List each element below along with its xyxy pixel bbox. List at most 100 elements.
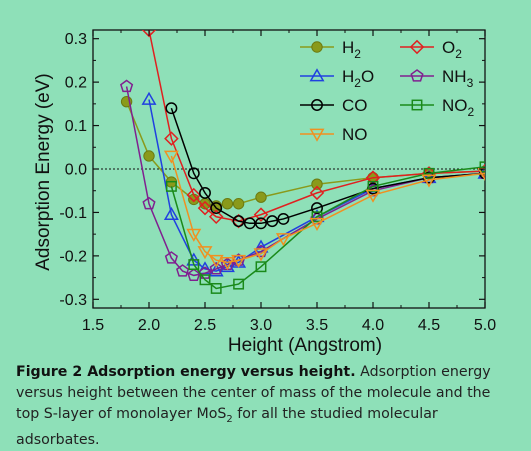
- y-tick-label: 0.0: [65, 162, 87, 179]
- data-point-no: [477, 167, 485, 182]
- x-tick-label: 2.0: [138, 317, 160, 334]
- data-point-h2o: [163, 206, 179, 221]
- data-point-o2: [253, 207, 269, 222]
- legend: H2 O2 H2O NH3 CO NO2 NO: [300, 38, 475, 144]
- y-tick-label: 0.1: [65, 118, 87, 135]
- data-point-h2: [221, 198, 234, 210]
- data-point-no2: [233, 278, 245, 290]
- data-point-co: [165, 102, 178, 115]
- legend-label: H2: [342, 38, 361, 61]
- legend-marker: [311, 99, 323, 111]
- data-point-no: [197, 246, 213, 260]
- x-tick-label: 1.5: [82, 317, 104, 334]
- data-point-no: [231, 254, 247, 268]
- legend-item-o2: O2: [400, 38, 462, 61]
- data-point-no: [208, 254, 224, 268]
- data-point-h2: [255, 191, 267, 203]
- data-point-nh3: [142, 196, 156, 210]
- data-point-no: [309, 217, 325, 232]
- legend-marker: [309, 128, 325, 142]
- legend-item-h2o: H2O: [300, 67, 374, 90]
- data-point-co: [277, 213, 290, 225]
- data-point-no: [186, 228, 202, 242]
- data-point-no: [219, 256, 235, 271]
- caption-label: Figure 2: [16, 364, 83, 380]
- data-point-nh3: [176, 264, 190, 277]
- data-point-nh3: [209, 261, 223, 275]
- data-point-co: [210, 202, 223, 215]
- y-tick-label: 0.3: [65, 31, 87, 48]
- legend-item-no: NO: [300, 125, 368, 144]
- x-tick-label: 2.5: [194, 317, 216, 334]
- x-tick-label: 3.0: [250, 317, 272, 334]
- data-point-co: [187, 167, 200, 180]
- data-point-co: [243, 217, 256, 230]
- data-point-o2: [197, 200, 213, 216]
- data-point-no2: [165, 180, 177, 192]
- legend-item-h2: H2: [300, 38, 361, 61]
- x-tick-label: 3.5: [306, 317, 328, 334]
- legend-label: NH3: [442, 67, 474, 90]
- caption-subscript: 2: [226, 413, 233, 425]
- data-point-no: [275, 233, 291, 247]
- x-tick-label: 4.0: [362, 317, 384, 334]
- legend-label: NO2: [442, 96, 475, 119]
- series-line-no: [170, 155, 485, 264]
- data-point-no2: [199, 274, 211, 286]
- y-tick-label: 0.2: [65, 75, 87, 92]
- x-tick-label: 4.5: [418, 317, 440, 334]
- series-line-no2: [170, 166, 485, 290]
- series-no2: [165, 161, 485, 294]
- legend-marker: [409, 39, 425, 55]
- data-point-no: [253, 248, 269, 262]
- data-point-nh3: [198, 266, 212, 279]
- data-point-no: [163, 150, 179, 164]
- y-tick-label: -0.2: [59, 248, 87, 265]
- data-point-nh3: [187, 268, 201, 282]
- data-point-no2: [311, 211, 323, 223]
- data-point-h2: [143, 150, 155, 162]
- y-tick-label: -0.3: [59, 292, 87, 309]
- data-point-no2: [479, 161, 485, 173]
- data-point-nh3: [120, 79, 134, 93]
- series-layer: [120, 30, 485, 294]
- data-point-no2: [210, 283, 222, 294]
- series-o2: [141, 30, 485, 229]
- legend-marker: [311, 41, 323, 53]
- x-tick-label: 5.0: [474, 317, 496, 334]
- data-point-h2: [311, 178, 323, 190]
- data-point-o2: [309, 185, 325, 201]
- legend-marker: [411, 99, 423, 111]
- data-point-no2: [188, 259, 200, 271]
- legend-label: O2: [442, 38, 462, 61]
- x-axis-label: Height (Angstrom): [228, 335, 382, 356]
- legend-label: H2O: [342, 67, 374, 90]
- data-point-co: [311, 202, 323, 215]
- data-point-h2o: [477, 165, 485, 179]
- axes-layer: 1.5 2.0 2.5 3.0 3.5 4.0 4.5 5.0 0.3 0.2 0.1 0.0 -0.1…: [59, 30, 496, 334]
- data-point-co: [255, 217, 267, 230]
- caption-text: Adsorption energy versus height between …: [16, 364, 491, 422]
- series-no: [163, 150, 485, 271]
- legend-item-nh3: NH3: [400, 67, 474, 90]
- data-point-o2: [141, 30, 157, 38]
- data-point-o2: [164, 131, 179, 146]
- legend-label: CO: [342, 96, 368, 115]
- data-point-nh3: [164, 251, 178, 264]
- data-point-no2: [423, 167, 435, 179]
- series-line-h2: [125, 101, 485, 207]
- data-point-co: [199, 186, 211, 199]
- caption-text-end: for all the studied molecular adsorbates…: [16, 406, 438, 448]
- legend-item-co: CO: [300, 96, 368, 115]
- data-point-no2: [255, 261, 267, 273]
- legend-item-no2: NO2: [400, 96, 475, 119]
- data-point-h2: [232, 198, 245, 210]
- data-point-no: [421, 174, 437, 188]
- y-tick-label: -0.1: [59, 205, 87, 222]
- data-point-o2: [208, 209, 224, 225]
- figure-caption: Figure 2 Adsorption energy versus height…: [16, 362, 514, 451]
- data-point-co: [232, 215, 245, 228]
- legend-marker: [410, 69, 424, 82]
- caption-title: Adsorption energy versus height.: [87, 364, 356, 380]
